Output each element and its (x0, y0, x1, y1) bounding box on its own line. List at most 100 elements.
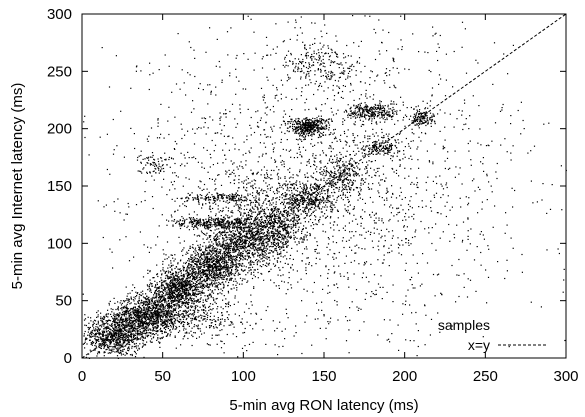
sample-point (217, 275, 220, 277)
sample-point (284, 196, 286, 198)
sample-point (151, 285, 154, 287)
sample-point (316, 189, 318, 191)
sample-point (164, 305, 166, 308)
sample-point (249, 267, 251, 269)
sample-point (145, 299, 147, 301)
sample-point (148, 332, 151, 334)
sample-point (247, 250, 249, 252)
sample-point (138, 325, 140, 327)
sample-point (252, 237, 254, 239)
sample-point (290, 228, 292, 230)
sample-point (193, 271, 195, 273)
sample-point (183, 280, 185, 283)
sample-point (203, 273, 205, 275)
sample-point (152, 304, 154, 306)
sample-point (127, 337, 130, 339)
sample-point (186, 307, 188, 309)
sample-point (237, 266, 239, 268)
sample-point (158, 304, 160, 306)
sample-point (114, 345, 117, 347)
sample-point (165, 324, 167, 326)
sample-point (303, 217, 305, 219)
sample-point (138, 338, 140, 340)
sample-point (114, 351, 116, 353)
sample-point (181, 250, 183, 252)
sample-point (195, 288, 197, 291)
sample-point (251, 230, 253, 232)
sample-point (98, 340, 100, 342)
sample-point (113, 320, 115, 322)
sample-point (232, 238, 234, 240)
sample-point (180, 285, 182, 287)
sample-point (136, 308, 139, 310)
sample-point (120, 352, 122, 354)
sample-point (214, 278, 216, 280)
sample-point (172, 287, 174, 289)
sample-point (218, 260, 221, 262)
sample-point (314, 219, 316, 221)
sample-point (167, 310, 169, 312)
sample-point (233, 258, 235, 260)
sample-point (224, 246, 226, 248)
sample-point (223, 228, 225, 230)
sample-point (153, 302, 155, 304)
sample-point (250, 247, 252, 249)
sample-point (195, 290, 197, 292)
sample-point (132, 284, 134, 286)
sample-point (132, 323, 134, 326)
sample-point (292, 223, 294, 225)
sample-point (211, 274, 213, 276)
sample-point (284, 223, 286, 225)
sample-point (255, 233, 257, 235)
sample-point (165, 283, 167, 285)
sample-point (208, 253, 210, 255)
sample-point (309, 208, 311, 210)
sample-point (286, 227, 288, 229)
sample-point (240, 264, 242, 266)
sample-point (187, 273, 189, 275)
sample-point (138, 306, 140, 308)
sample-point (250, 244, 253, 246)
sample-point (188, 272, 190, 274)
sample-point (183, 262, 185, 264)
sample-point (267, 252, 270, 254)
sample-point (299, 218, 301, 220)
sample-point (225, 248, 227, 251)
sample-point (123, 342, 125, 344)
sample-point (109, 339, 111, 341)
sample-point (247, 243, 250, 245)
sample-point (249, 269, 252, 271)
sample-point (196, 287, 198, 289)
sample-point (273, 225, 275, 227)
sample-point (284, 205, 286, 207)
sample-point (251, 239, 253, 241)
sample-point (275, 221, 277, 223)
sample-point (285, 195, 287, 197)
sample-point (252, 244, 254, 246)
sample-point (87, 334, 89, 336)
sample-point (217, 259, 219, 261)
sample-point (275, 246, 277, 248)
sample-point (124, 332, 126, 334)
sample-point (271, 213, 273, 215)
sample-point (240, 239, 242, 241)
sample-point (261, 258, 263, 260)
sample-point (100, 338, 102, 340)
sample-point (136, 328, 138, 330)
sample-point (201, 232, 203, 234)
sample-point (126, 319, 128, 322)
sample-point (166, 307, 169, 309)
sample-point (281, 242, 283, 244)
sample-point (157, 290, 159, 293)
sample-point (105, 329, 107, 331)
sample-point (138, 320, 140, 322)
sample-point (117, 329, 119, 331)
sample-point (251, 252, 253, 254)
sample-point (282, 249, 284, 251)
sample-point (135, 308, 137, 310)
sample-point (158, 293, 160, 295)
sample-point (250, 273, 252, 275)
sample-point (147, 307, 149, 309)
sample-point (222, 260, 224, 262)
sample-point (107, 335, 109, 337)
